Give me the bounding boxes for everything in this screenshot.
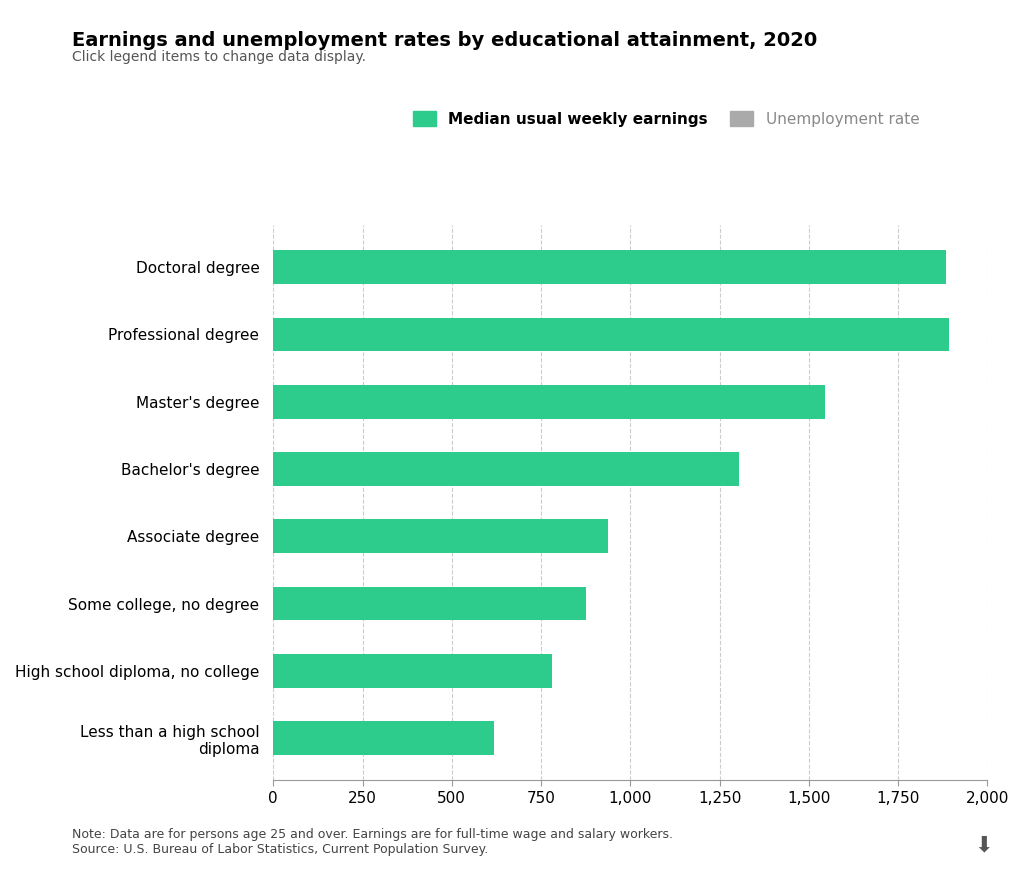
Bar — [273, 318, 949, 351]
Text: ⬇: ⬇ — [975, 835, 993, 856]
Bar — [273, 251, 946, 284]
Text: Note: Data are for persons age 25 and over. Earnings are for full-time wage and : Note: Data are for persons age 25 and ov… — [72, 828, 673, 856]
Legend: Median usual weekly earnings, Unemployment rate: Median usual weekly earnings, Unemployme… — [413, 111, 920, 127]
Bar — [273, 452, 739, 485]
Text: Earnings and unemployment rates by educational attainment, 2020: Earnings and unemployment rates by educa… — [72, 31, 817, 50]
Bar — [273, 654, 552, 688]
Bar — [273, 587, 587, 621]
Bar — [273, 721, 495, 755]
Bar — [273, 385, 825, 418]
Text: Click legend items to change data display.: Click legend items to change data displa… — [72, 50, 366, 64]
Bar — [273, 519, 608, 553]
